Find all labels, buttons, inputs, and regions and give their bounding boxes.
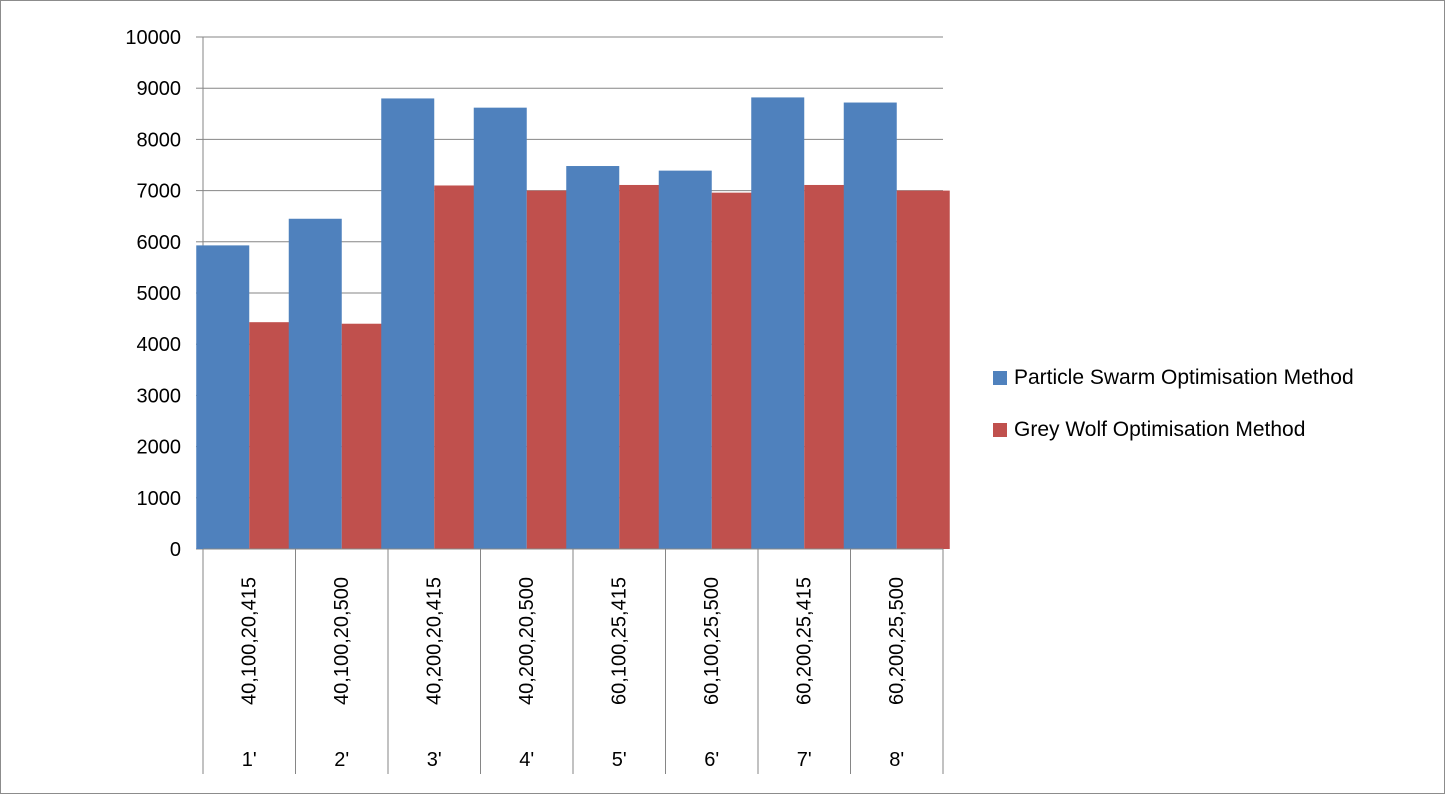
bar-pso-6	[658, 170, 712, 549]
y-tick-label: 5000	[137, 283, 182, 305]
y-tick-label: 9000	[137, 78, 182, 100]
bar-pso-2	[288, 218, 342, 549]
y-tick-label: 1000	[137, 488, 182, 510]
legend-label-pso: Particle Swarm Optimisation Method	[1014, 366, 1354, 389]
x-category-label: 40,100,20,415	[238, 577, 260, 705]
y-tick-label: 10000	[125, 27, 181, 49]
bar-gwo-8	[896, 190, 950, 549]
bar-pso-5	[566, 166, 620, 550]
x-category-label: 60,200,25,415	[793, 577, 815, 705]
y-tick-label: 0	[170, 539, 181, 561]
bar-pso-3	[381, 98, 435, 549]
x-category-label: 40,200,20,500	[516, 577, 538, 705]
y-tick-label: 4000	[137, 334, 182, 356]
x-category-label: 40,100,20,500	[331, 577, 353, 705]
bar-pso-1	[196, 245, 250, 549]
x-category-label: 40,200,20,415	[423, 577, 445, 705]
x-group-label: 6'	[704, 749, 719, 771]
legend-item-pso: Particle Swarm Optimisation Method	[993, 365, 1354, 391]
legend-label-gwo: Grey Wolf Optimisation Method	[1014, 418, 1306, 441]
x-category-label: 60,100,25,500	[701, 577, 723, 705]
x-group-label: 2'	[334, 749, 349, 771]
y-tick-label: 8000	[137, 129, 182, 151]
x-group-label: 7'	[797, 749, 812, 771]
bar-pso-7	[751, 97, 805, 549]
y-tick-label: 7000	[137, 181, 182, 203]
y-tick-label: 2000	[137, 437, 182, 459]
y-tick-label: 3000	[137, 385, 182, 407]
legend-swatch-pso	[993, 371, 1007, 385]
x-group-label: 5'	[612, 749, 627, 771]
x-category-label: 60,200,25,500	[886, 577, 908, 705]
x-group-label: 4'	[519, 749, 534, 771]
legend-item-gwo: Grey Wolf Optimisation Method	[993, 417, 1354, 443]
x-group-label: 8'	[889, 749, 904, 771]
x-group-label: 1'	[242, 749, 257, 771]
y-tick-label: 6000	[137, 232, 182, 254]
x-category-label: 60,100,25,415	[608, 577, 630, 705]
legend-swatch-gwo	[993, 423, 1007, 437]
x-group-label: 3'	[427, 749, 442, 771]
bar-pso-8	[843, 102, 897, 549]
chart-legend: Particle Swarm Optimisation Method Grey …	[993, 365, 1354, 469]
bar-pso-4	[473, 107, 527, 549]
